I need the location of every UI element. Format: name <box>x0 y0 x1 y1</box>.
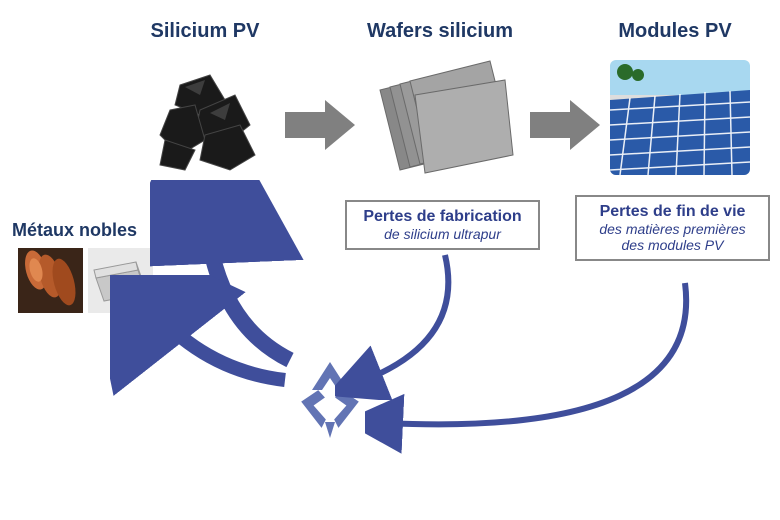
image-copper <box>18 248 83 313</box>
arrow-wafers-to-modules <box>530 100 600 155</box>
caption-wafers-line1: Pertes de fabrication <box>357 208 528 226</box>
title-wafers: Wafers silicium <box>350 20 530 43</box>
arrow-silicon-to-wafers <box>285 100 355 155</box>
title-modules: Modules PV <box>600 20 750 43</box>
arrow-recycle-to-metals <box>110 275 300 415</box>
caption-modules-line1: Pertes de fin de vie <box>587 203 758 221</box>
caption-wafers-line2: de silicium ultrapur <box>357 226 528 242</box>
caption-modules-line2b: des modules PV <box>587 237 758 253</box>
caption-modules: Pertes de fin de vie des matières premiè… <box>575 195 770 261</box>
arrow-modules-to-recycle <box>365 278 745 478</box>
image-solar-modules <box>610 60 750 175</box>
caption-modules-line2a: des matières premières <box>587 221 758 237</box>
caption-wafers: Pertes de fabrication de silicium ultrap… <box>345 200 540 250</box>
image-wafers <box>365 55 515 185</box>
title-silicon-pv: Silicium PV <box>130 20 280 43</box>
image-silicon-rocks <box>140 55 270 175</box>
label-metals: Métaux nobles <box>12 220 137 241</box>
